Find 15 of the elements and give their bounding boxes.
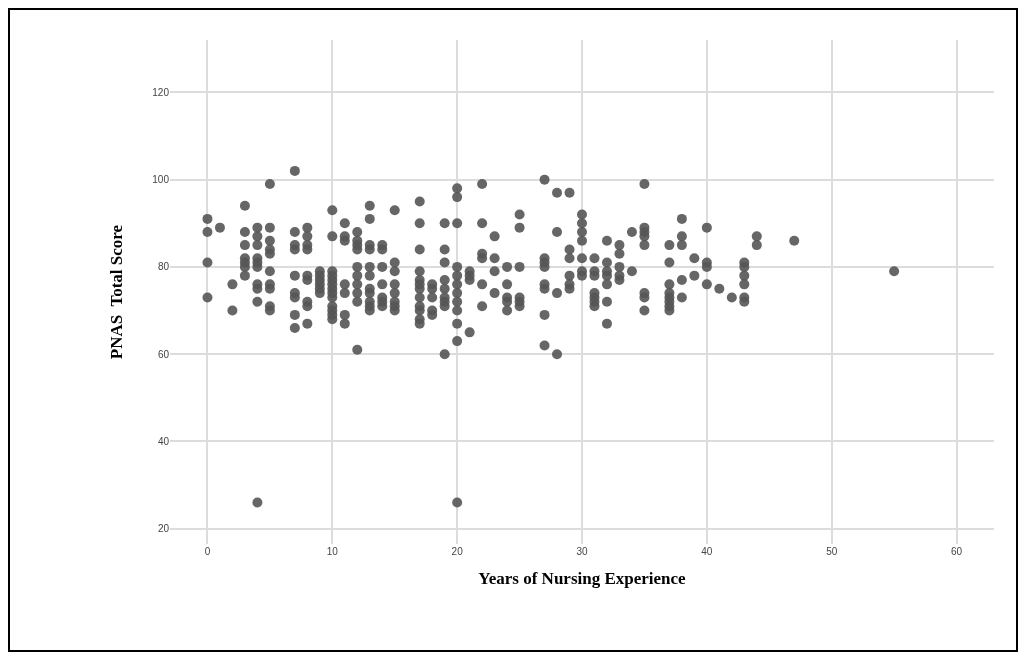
y-tick-label: 60 (157, 348, 170, 360)
x-tick-label: 50 (826, 546, 838, 557)
x-tick-label: 10 (326, 546, 339, 557)
y-axis-title: PNAS Total Score (106, 224, 126, 360)
x-tick-label: 0 (204, 546, 211, 557)
y-tick-label: 100 (152, 174, 170, 186)
x-tick-label: 60 (950, 546, 963, 557)
y-tick-label: 20 (157, 523, 170, 535)
x-tick-label: 30 (576, 546, 588, 557)
y-tick-label: 80 (157, 261, 170, 273)
y-tick-label: 120 (152, 86, 170, 98)
x-tick-label: 40 (701, 546, 713, 557)
y-tick-label: 40 (157, 435, 170, 447)
x-tick-label: 20 (451, 546, 464, 557)
x-axis-title: Years of Nursing Experience (478, 569, 687, 589)
